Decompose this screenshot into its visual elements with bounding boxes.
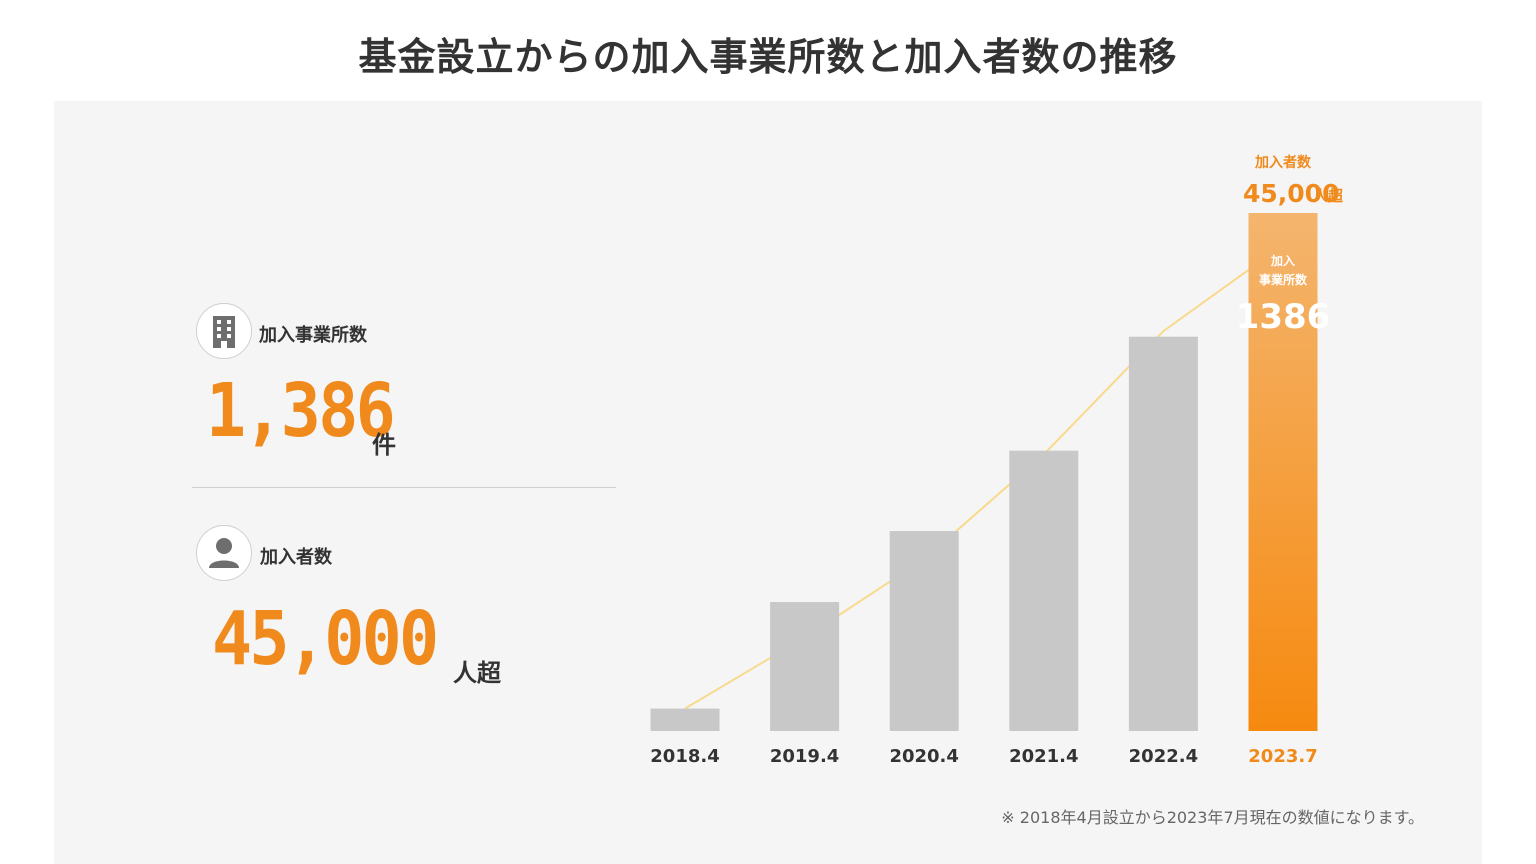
offices-value: 1,386 bbox=[206, 368, 396, 454]
bar-2023.7 bbox=[1248, 213, 1318, 731]
highlight-members-unit: 人超 bbox=[1313, 187, 1344, 205]
offices-label: 加入事業所数 bbox=[259, 325, 367, 346]
page-title: 基金設立からの加入事業所数と加入者数の推移 bbox=[358, 35, 1178, 79]
bar-2020.4 bbox=[889, 531, 959, 731]
stats-divider bbox=[192, 487, 616, 488]
x-tick-label: 2022.4 bbox=[1129, 746, 1198, 767]
x-tick-label: 2019.4 bbox=[770, 746, 839, 767]
highlight-offices-label: 加入 bbox=[1270, 253, 1295, 268]
bar-2018.4 bbox=[650, 708, 720, 731]
highlight-offices-value: 1386 bbox=[1236, 297, 1331, 337]
x-tick-label: 2020.4 bbox=[889, 746, 958, 767]
highlight-members-label: 加入者数 bbox=[1254, 154, 1312, 171]
highlight-members-value: 45,000 bbox=[1243, 179, 1339, 208]
members-label: 加入者数 bbox=[260, 547, 332, 568]
bar-2019.4 bbox=[770, 602, 840, 731]
members-value: 45,000 bbox=[212, 596, 439, 682]
bar-2021.4 bbox=[1009, 450, 1079, 731]
members-unit: 人超 bbox=[453, 659, 501, 687]
x-tick-label: 2023.7 bbox=[1248, 746, 1317, 767]
x-tick-label: 2018.4 bbox=[650, 746, 719, 767]
chart-panel bbox=[54, 101, 1482, 864]
footnote: ※ 2018年4月設立から2023年7月現在の数値になります。 bbox=[1001, 808, 1424, 827]
offices-unit: 件 bbox=[372, 431, 396, 459]
building-icon bbox=[196, 303, 252, 359]
highlight-offices-label-2: 事業所数 bbox=[1259, 272, 1308, 287]
person-icon bbox=[196, 525, 252, 581]
x-tick-label: 2021.4 bbox=[1009, 746, 1078, 767]
bar-2022.4 bbox=[1128, 336, 1198, 731]
